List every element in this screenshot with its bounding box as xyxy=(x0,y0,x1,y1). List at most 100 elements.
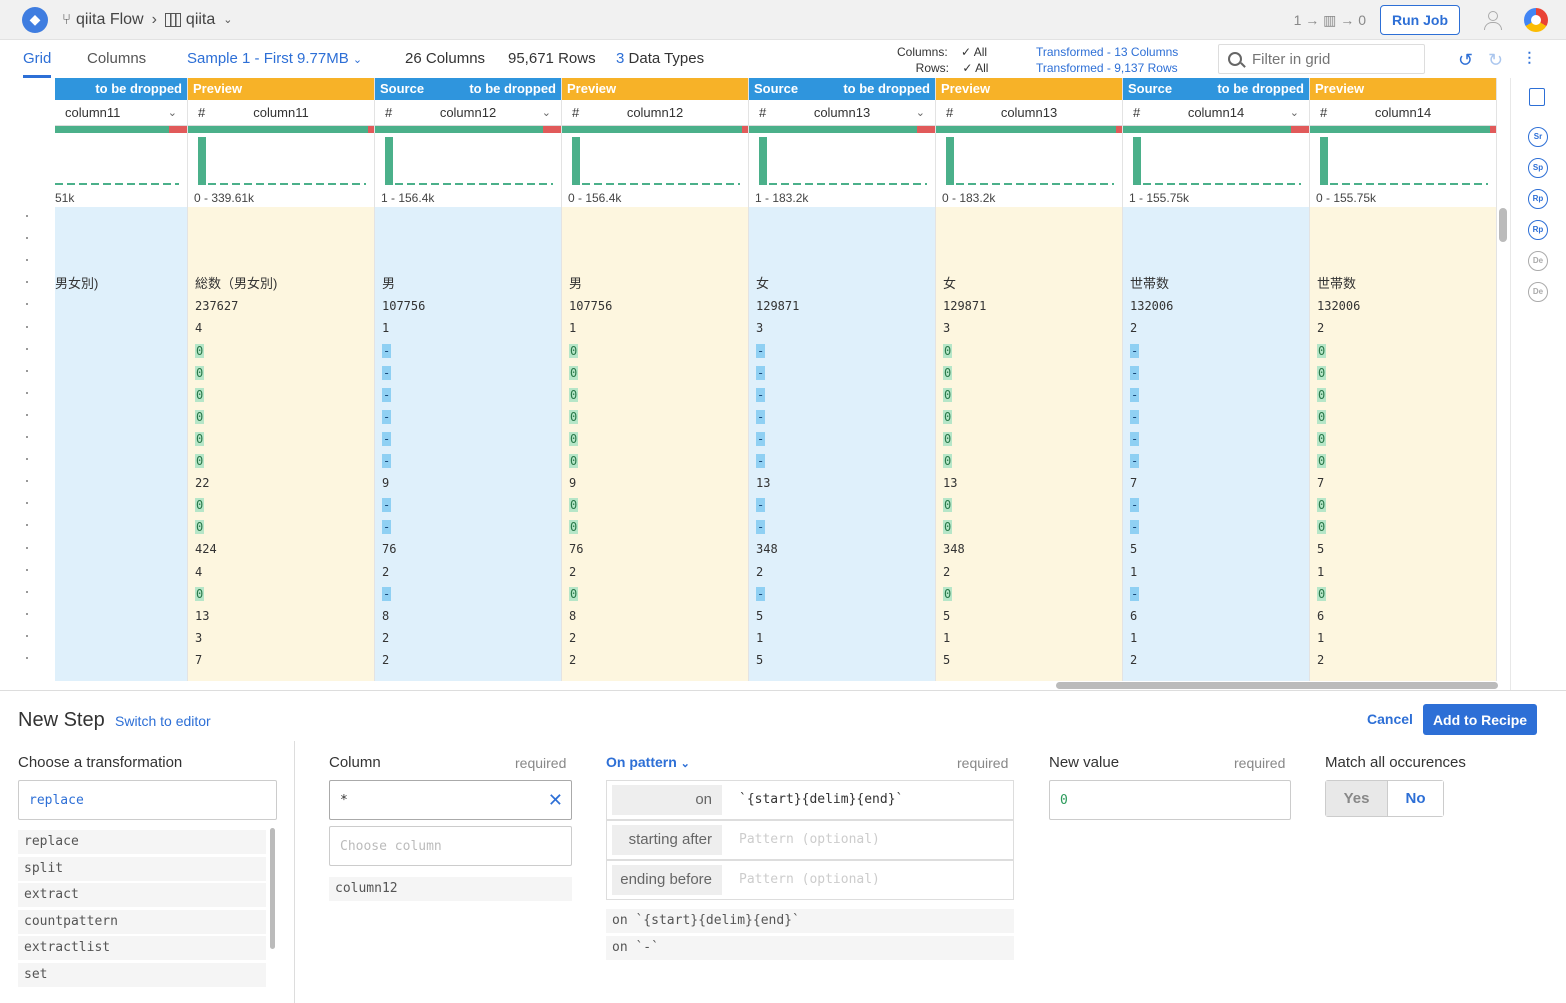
grid-cell[interactable]: 129871 xyxy=(936,295,1122,317)
grid-cell[interactable]: 424 xyxy=(188,538,374,560)
grid-cell[interactable]: - xyxy=(1123,494,1309,516)
grid-cell[interactable]: 0 xyxy=(562,406,748,428)
grid-cell[interactable] xyxy=(562,207,748,229)
grid-cell[interactable]: 0 xyxy=(936,384,1122,406)
grid-column[interactable]: Preview # column11 0 - 339.61k 総数（男女別) 237627… xyxy=(188,78,375,681)
pattern-before-input[interactable]: Pattern (optional) xyxy=(739,872,880,887)
grid-cell[interactable]: - xyxy=(749,428,935,450)
grid-cell[interactable] xyxy=(375,251,561,273)
grid-cell[interactable]: - xyxy=(1123,406,1309,428)
settings-sliders-icon[interactable]: ⫶ xyxy=(1527,49,1532,69)
grid-cell[interactable]: 9 xyxy=(375,472,561,494)
column-name[interactable]: column12 xyxy=(439,105,497,120)
chevron-down-icon[interactable]: ⌄ xyxy=(167,107,177,119)
grid-cell[interactable]: 4 xyxy=(188,317,374,339)
flow-name[interactable]: qiita Flow xyxy=(76,10,144,28)
grid-cell[interactable]: - xyxy=(1123,340,1309,362)
grid-cell[interactable]: 8 xyxy=(562,605,748,627)
grid-cell[interactable]: 世帯数 xyxy=(1310,273,1496,295)
grid-cell[interactable] xyxy=(55,251,187,273)
grid-cell[interactable] xyxy=(55,538,187,560)
grid-cell[interactable]: 0 xyxy=(188,340,374,362)
grid-cell[interactable]: 107756 xyxy=(375,295,561,317)
grid-cell[interactable]: 0 xyxy=(1310,583,1496,605)
grid-cell[interactable]: 4 xyxy=(188,561,374,583)
grid-cell[interactable] xyxy=(55,494,187,516)
no-button[interactable]: No xyxy=(1388,781,1443,816)
column-header[interactable]: # column11 xyxy=(188,100,374,126)
grid-cell[interactable]: - xyxy=(749,406,935,428)
grid-cell[interactable]: 0 xyxy=(188,428,374,450)
grid-cell[interactable]: 0 xyxy=(1310,384,1496,406)
grid-cell[interactable]: 0 xyxy=(562,362,748,384)
grid-cell[interactable]: 2 xyxy=(749,561,935,583)
transformation-option[interactable]: replace xyxy=(18,830,266,854)
pattern-suggestion[interactable]: on `-` xyxy=(606,936,1014,960)
recipe-icon[interactable] xyxy=(1529,88,1545,106)
grid-cell[interactable]: 0 xyxy=(1310,362,1496,384)
grid-cell[interactable] xyxy=(55,428,187,450)
grid-cell[interactable] xyxy=(55,229,187,251)
grid-cell[interactable]: 1 xyxy=(375,317,561,339)
grid-cell[interactable] xyxy=(55,340,187,362)
grid-cell[interactable] xyxy=(936,229,1122,251)
grid-cell[interactable] xyxy=(55,384,187,406)
grid-cell[interactable]: 3 xyxy=(936,317,1122,339)
step-rp-icon[interactable]: Rp xyxy=(1528,220,1548,240)
column-histogram[interactable] xyxy=(749,133,935,189)
filter-columns-value[interactable]: All xyxy=(973,45,988,59)
horizontal-scrollbar[interactable] xyxy=(1056,682,1498,689)
column-histogram[interactable] xyxy=(188,133,374,189)
grid-cell[interactable]: 1 xyxy=(1310,561,1496,583)
grid-cell[interactable]: 総数（男女別) xyxy=(188,273,374,295)
grid-cell[interactable]: 1 xyxy=(1310,627,1496,649)
grid-cell[interactable]: 237627 xyxy=(188,295,374,317)
grid-cell[interactable]: 2 xyxy=(1310,649,1496,671)
type-icon[interactable]: # xyxy=(1320,105,1328,120)
grid-cell[interactable]: 132006 xyxy=(1310,295,1496,317)
grid-cell[interactable]: 0 xyxy=(188,362,374,384)
grid-cell[interactable]: - xyxy=(375,340,561,362)
sample-selector[interactable]: Sample 1 - First 9.77MB ⌄ xyxy=(187,40,362,78)
grid-cell[interactable]: 7 xyxy=(188,649,374,671)
grid-cell[interactable]: 0 xyxy=(936,428,1122,450)
grid-cell[interactable]: 5 xyxy=(749,649,935,671)
pattern-on-input[interactable]: `{start}{delim}{end}` xyxy=(739,792,904,807)
chevron-down-icon[interactable]: ⌄ xyxy=(223,14,233,26)
transformed-rows-link[interactable]: Transformed - 9,137 Rows xyxy=(1036,61,1178,75)
grid-cell[interactable]: - xyxy=(749,583,935,605)
column-header[interactable]: # column12 xyxy=(562,100,748,126)
grid-cell[interactable]: 2 xyxy=(1310,317,1496,339)
column-name[interactable]: column11 xyxy=(253,105,309,120)
add-to-recipe-button[interactable]: Add to Recipe xyxy=(1423,704,1537,735)
step-sp-icon[interactable]: Sp xyxy=(1528,158,1548,178)
column-input[interactable]: * ✕ xyxy=(329,780,572,820)
grid-cell[interactable]: 0 xyxy=(188,450,374,472)
new-value-input[interactable]: 0 xyxy=(1049,780,1291,820)
column-header[interactable]: # column14 xyxy=(1310,100,1496,126)
grid-cell[interactable]: 0 xyxy=(562,428,748,450)
grid-cell[interactable]: 0 xyxy=(1310,428,1496,450)
grid-cell[interactable]: 348 xyxy=(749,538,935,560)
type-icon[interactable]: # xyxy=(759,105,767,120)
data-quality-bar[interactable] xyxy=(749,126,935,133)
grid-cell[interactable]: 女 xyxy=(749,273,935,295)
grid-column[interactable]: Source to be dropped # column13 ⌄ 1 - 183.2k 女… xyxy=(749,78,936,681)
grid-cell[interactable]: 男 xyxy=(562,273,748,295)
transformation-option[interactable]: countpattern xyxy=(18,909,266,934)
grid-cell[interactable] xyxy=(55,627,187,649)
type-icon[interactable]: # xyxy=(572,105,580,120)
logo-icon[interactable]: ◆ xyxy=(22,6,48,33)
grid-cell[interactable] xyxy=(749,251,935,273)
transformation-option[interactable]: set xyxy=(18,962,266,987)
grid-cell[interactable] xyxy=(1310,229,1496,251)
data-quality-bar[interactable] xyxy=(55,126,187,133)
grid-cell[interactable]: - xyxy=(1123,583,1309,605)
grid-cell[interactable]: 0 xyxy=(936,362,1122,384)
grid-cell[interactable]: - xyxy=(375,362,561,384)
grid-cell[interactable] xyxy=(188,251,374,273)
grid-cell[interactable]: - xyxy=(1123,450,1309,472)
choose-column-input[interactable]: Choose column xyxy=(329,826,572,866)
grid-cell[interactable] xyxy=(1123,207,1309,229)
grid-cell[interactable]: 0 xyxy=(188,583,374,605)
